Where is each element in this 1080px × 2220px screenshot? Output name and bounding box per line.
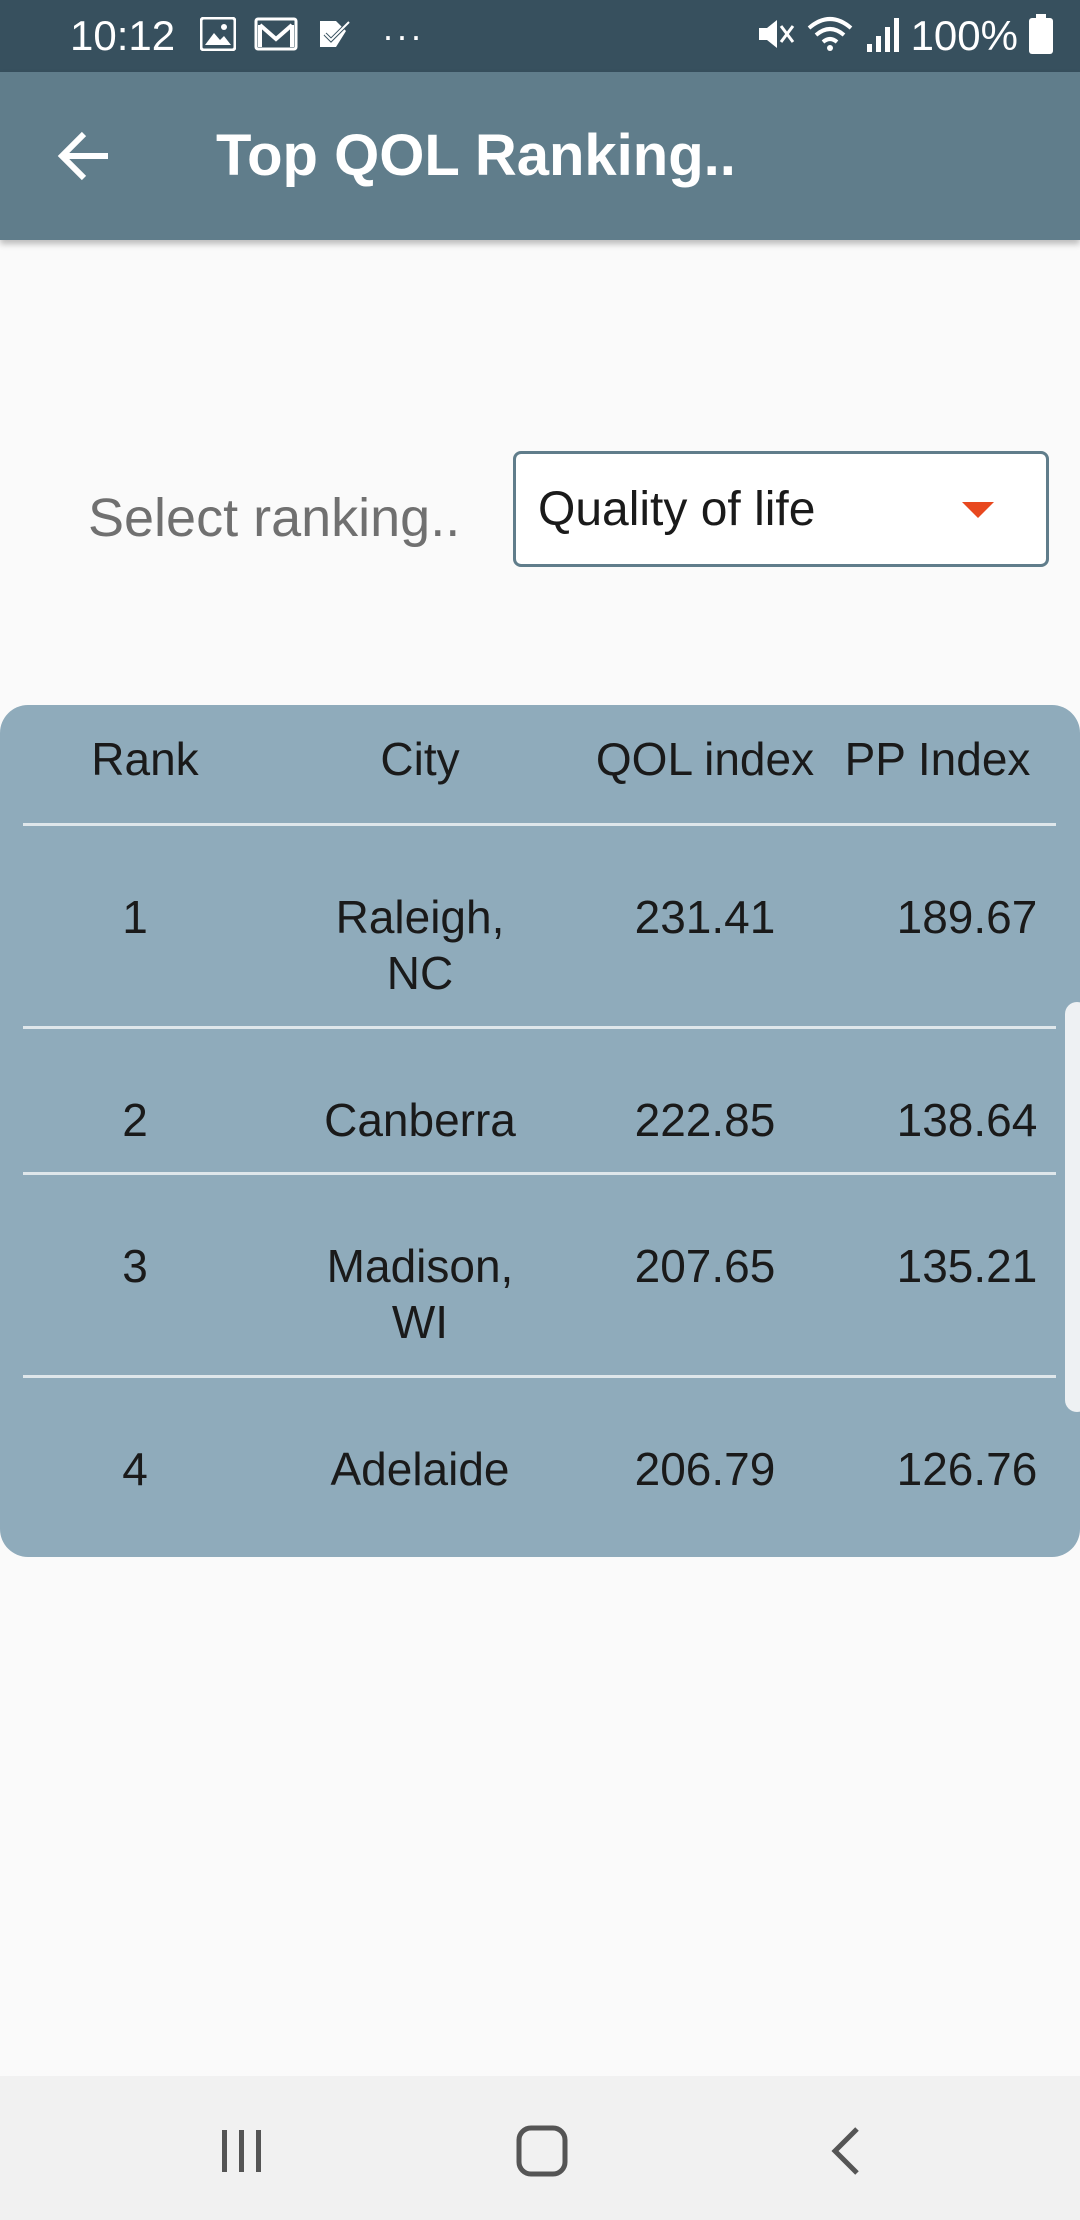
header-rank: Rank [91,733,199,785]
cell-qol-index: 231.41 [634,891,776,943]
cell-qol-index: 222.85 [634,1094,776,1146]
city-line: Raleigh, [335,891,505,943]
cell-rank: 3 [122,1240,148,1292]
ranking-table: Rank City QOL index PP Index 1 Raleigh, … [0,705,1080,1557]
cell-qol-index: 206.79 [634,1443,776,1495]
cell-city: Madison, WI [270,1238,570,1350]
back-nav-icon [831,2127,859,2175]
cell-pp-index: 135.21 [896,1240,1038,1292]
cell-pp-index: 189.67 [896,891,1038,943]
cell-city: Raleigh, NC [270,889,570,1001]
cell-rank: 2 [122,1094,148,1146]
city-line: Madison, [326,1240,514,1292]
cell-city: Adelaide [330,1443,510,1495]
select-ranking-label: Select ranking.. [88,488,461,548]
status-time: 10:12 [70,12,176,59]
city-line: WI [391,1296,449,1348]
table-header: Rank City QOL index PP Index [0,705,1080,825]
table-row[interactable]: 3 Madison, WI 207.65 135.21 [0,1175,1080,1379]
arrow-left-icon [57,131,108,181]
checkmark-app-icon [316,17,352,56]
dropdown-arrow-icon [962,502,994,518]
status-notification-icons: ··· [199,15,424,56]
ranking-dropdown[interactable]: Quality of life [513,451,1049,567]
cell-rank: 4 [122,1443,148,1495]
header-pp-index: PP Index [844,733,1031,785]
navigation-bar [0,2076,1080,2220]
mute-icon [755,14,795,59]
cell-pp-index: 138.64 [896,1094,1038,1146]
row-divider [23,1375,1056,1378]
status-bar: 10:12 ··· [0,0,1080,72]
gmail-icon [254,17,298,56]
app-bar: Top QOL Ranking.. [0,72,1080,240]
status-system-icons: 100% [755,12,1054,60]
cell-pp-index: 126.76 [896,1443,1038,1495]
table-row[interactable]: 1 Raleigh, NC 231.41 189.67 [0,826,1080,1030]
table-row[interactable]: 4 Adelaide 206.79 126.76 [0,1378,1080,1548]
recent-apps-button[interactable] [202,2116,282,2186]
header-city: City [380,733,460,785]
image-icon [199,16,237,56]
city-line: NC [386,947,454,999]
header-qol-index: QOL index [595,733,815,785]
recent-apps-icon [222,2130,261,2172]
home-icon [516,2125,568,2177]
more-dots-icon: ··· [382,15,424,56]
row-divider [23,1026,1056,1029]
ranking-dropdown-value: Quality of life [538,483,816,536]
cell-rank: 1 [122,891,148,943]
back-nav-button[interactable] [806,2116,886,2186]
scrollbar-thumb[interactable] [1065,1002,1080,1412]
row-divider [23,823,1056,826]
home-button[interactable] [502,2116,582,2186]
battery-icon [1028,13,1054,60]
cell-qol-index: 207.65 [634,1240,776,1292]
battery-percentage: 100% [910,12,1018,59]
row-divider [23,1172,1056,1175]
page-title: Top QOL Ranking.. [216,123,736,188]
signal-icon [865,14,901,59]
back-button[interactable] [44,116,124,196]
wifi-icon [805,14,855,59]
table-row[interactable]: 2 Canberra 222.85 138.64 [0,1029,1080,1173]
cell-city: Canberra [324,1094,516,1146]
